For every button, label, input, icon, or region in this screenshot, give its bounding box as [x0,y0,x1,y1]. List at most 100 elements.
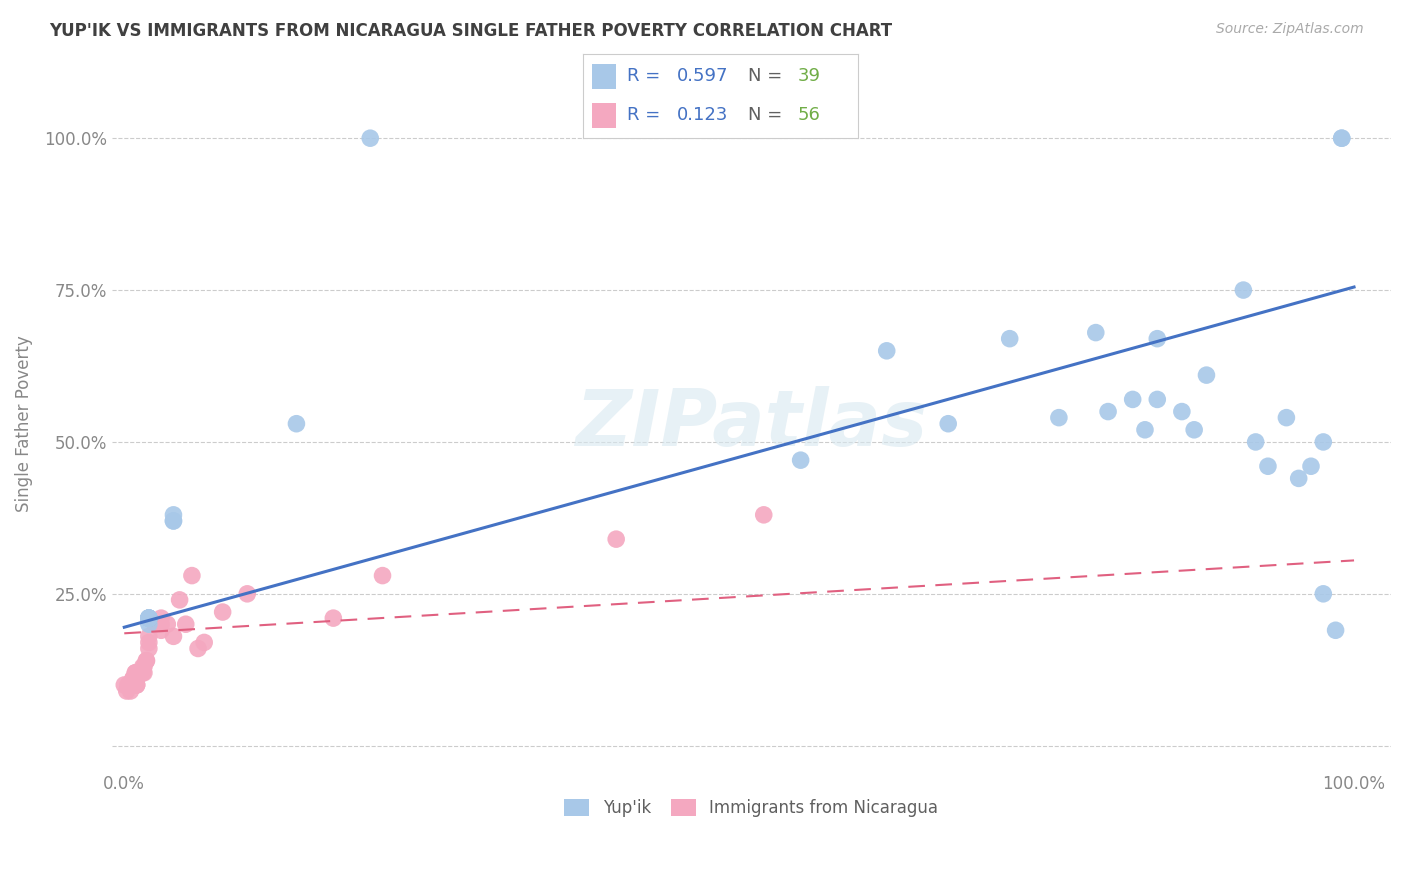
Point [162,514,184,528]
Point [174,617,197,632]
Point [1330,131,1353,145]
Point [150,611,173,625]
Point [124,665,146,680]
Point [138,611,160,625]
Text: 0.597: 0.597 [676,68,728,86]
Y-axis label: Single Father Poverty: Single Father Poverty [15,335,32,512]
Point [1084,326,1107,340]
Point [132,665,155,680]
Point [359,131,381,145]
Point [125,678,148,692]
Point [211,605,233,619]
Point [131,665,153,680]
Point [120,678,142,692]
Point [117,678,139,692]
Point [1312,434,1334,449]
Point [132,659,155,673]
Point [1195,368,1218,383]
Point [138,635,160,649]
Point [124,665,146,680]
Point [371,568,394,582]
Text: N =: N = [748,106,787,124]
Point [121,678,143,692]
Point [1299,459,1322,474]
Point [1122,392,1144,407]
Point [1288,471,1310,485]
Point [1146,392,1168,407]
Point [180,568,202,582]
Point [120,678,142,692]
Point [132,665,155,680]
Point [876,343,898,358]
Point [1171,404,1194,418]
Point [162,514,184,528]
Point [120,678,142,692]
Point [998,332,1021,346]
Point [138,611,160,625]
Point [1133,423,1156,437]
Point [156,617,179,632]
Text: Source: ZipAtlas.com: Source: ZipAtlas.com [1216,22,1364,37]
Point [150,617,173,632]
Text: ZIPatlas: ZIPatlas [575,385,928,462]
Point [138,629,160,643]
Point [1312,587,1334,601]
Point [118,678,141,692]
Point [135,654,157,668]
Point [789,453,811,467]
Point [1047,410,1070,425]
Point [1330,131,1353,145]
Point [752,508,775,522]
Point [122,672,145,686]
Point [138,611,160,625]
Point [132,659,155,673]
Point [118,678,141,692]
Point [122,678,145,692]
Point [1097,404,1119,418]
Point [125,665,148,680]
Point [122,672,145,686]
Point [1257,459,1279,474]
Point [1275,410,1298,425]
Point [236,587,259,601]
Point [120,678,142,692]
Point [162,629,184,643]
Point [138,611,160,625]
Point [115,684,138,698]
Point [143,617,166,632]
Point [1232,283,1254,297]
Text: R =: R = [627,68,666,86]
Text: N =: N = [748,68,787,86]
Point [143,617,166,632]
Point [187,641,209,656]
Legend: Yup'ik, Immigrants from Nicaragua: Yup'ik, Immigrants from Nicaragua [558,792,945,824]
Point [193,635,215,649]
Point [120,678,142,692]
Point [120,678,142,692]
Point [169,593,191,607]
Text: 0.123: 0.123 [676,106,728,124]
Point [135,654,157,668]
Point [605,532,627,546]
Text: 56: 56 [797,106,820,124]
Point [150,624,173,638]
Point [138,617,160,632]
Point [138,611,160,625]
Point [138,641,160,656]
Text: R =: R = [627,106,666,124]
Point [138,611,160,625]
Text: YUP'IK VS IMMIGRANTS FROM NICARAGUA SINGLE FATHER POVERTY CORRELATION CHART: YUP'IK VS IMMIGRANTS FROM NICARAGUA SING… [49,22,893,40]
Point [120,684,142,698]
Point [128,665,150,680]
Bar [592,103,616,128]
Point [162,508,184,522]
Point [125,678,148,692]
Point [322,611,344,625]
Point [1146,332,1168,346]
Point [125,672,148,686]
Text: 39: 39 [797,68,820,86]
Point [285,417,308,431]
Point [122,672,145,686]
Point [138,611,160,625]
Point [1244,434,1267,449]
